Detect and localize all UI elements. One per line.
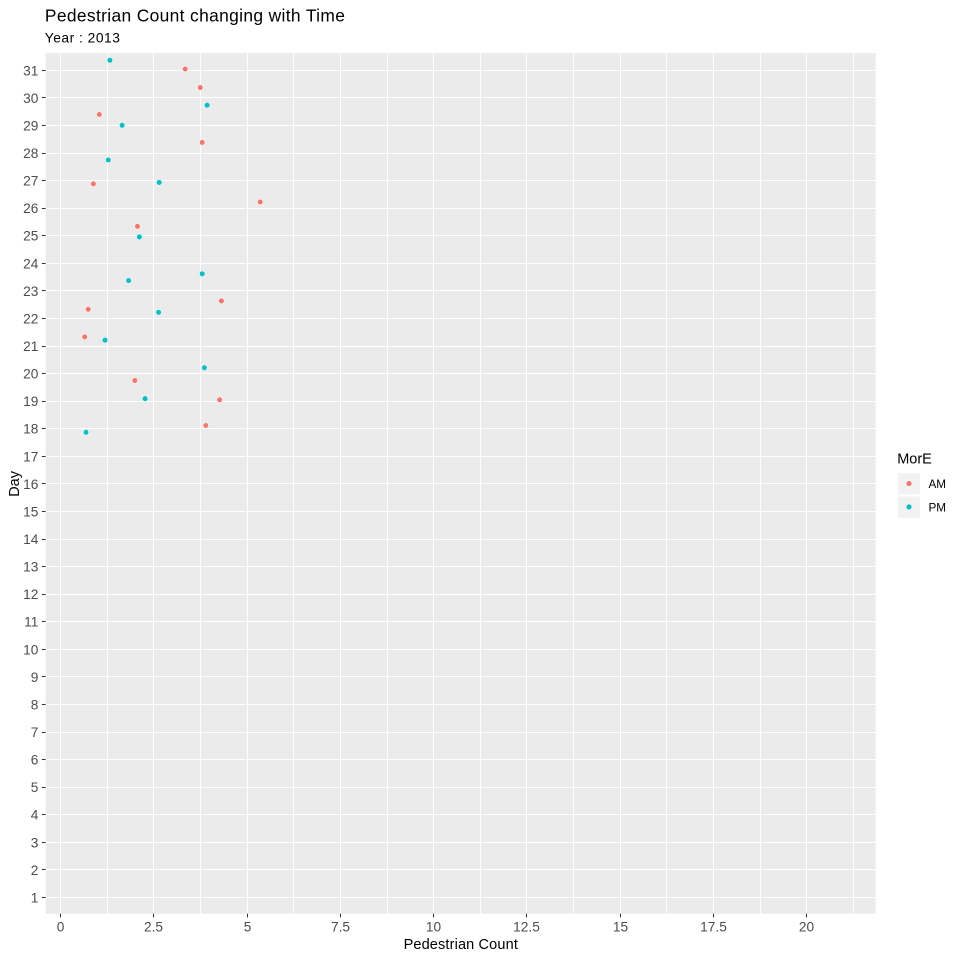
svg-text:24: 24 — [23, 256, 39, 271]
svg-text:Pedestrian Count changing with: Pedestrian Count changing with Time — [45, 5, 345, 25]
svg-text:15: 15 — [23, 504, 39, 519]
svg-text:14: 14 — [23, 532, 39, 547]
svg-text:12.5: 12.5 — [513, 920, 540, 935]
svg-text:MorE: MorE — [897, 451, 932, 467]
svg-text:18: 18 — [23, 422, 39, 437]
svg-text:7.5: 7.5 — [331, 920, 350, 935]
svg-text:5: 5 — [244, 920, 252, 935]
svg-text:6: 6 — [31, 753, 39, 768]
svg-text:20: 20 — [799, 920, 815, 935]
svg-text:8: 8 — [31, 697, 39, 712]
svg-text:Pedestrian Count: Pedestrian Count — [404, 937, 518, 953]
svg-text:Year : 2013: Year : 2013 — [45, 31, 121, 46]
svg-text:27: 27 — [23, 174, 38, 189]
svg-text:29: 29 — [23, 118, 38, 133]
svg-text:21: 21 — [23, 339, 38, 354]
svg-text:22: 22 — [23, 311, 38, 326]
svg-text:25: 25 — [23, 229, 39, 244]
svg-text:4: 4 — [31, 808, 39, 823]
svg-text:2: 2 — [31, 863, 39, 878]
svg-text:10: 10 — [23, 642, 39, 657]
svg-text:16: 16 — [23, 477, 39, 492]
svg-text:2.5: 2.5 — [144, 920, 163, 935]
svg-text:Day: Day — [7, 470, 23, 497]
svg-text:19: 19 — [23, 394, 38, 409]
svg-text:31: 31 — [23, 63, 38, 78]
svg-text:26: 26 — [23, 201, 39, 216]
svg-text:7: 7 — [31, 725, 39, 740]
svg-text:12: 12 — [23, 587, 38, 602]
svg-text:3: 3 — [31, 835, 39, 850]
svg-text:20: 20 — [23, 367, 39, 382]
svg-text:10: 10 — [426, 920, 442, 935]
svg-text:5: 5 — [31, 780, 39, 795]
svg-text:PM: PM — [929, 501, 947, 514]
svg-text:0: 0 — [57, 920, 65, 935]
svg-text:15: 15 — [613, 920, 629, 935]
svg-text:9: 9 — [31, 670, 39, 685]
svg-text:17.5: 17.5 — [700, 920, 727, 935]
svg-text:17: 17 — [23, 449, 38, 464]
svg-text:30: 30 — [23, 91, 39, 106]
svg-text:11: 11 — [24, 615, 38, 630]
svg-text:AM: AM — [929, 478, 947, 491]
svg-text:13: 13 — [23, 560, 39, 575]
svg-text:23: 23 — [23, 284, 39, 299]
svg-text:1: 1 — [31, 890, 39, 905]
svg-text:28: 28 — [23, 146, 39, 161]
